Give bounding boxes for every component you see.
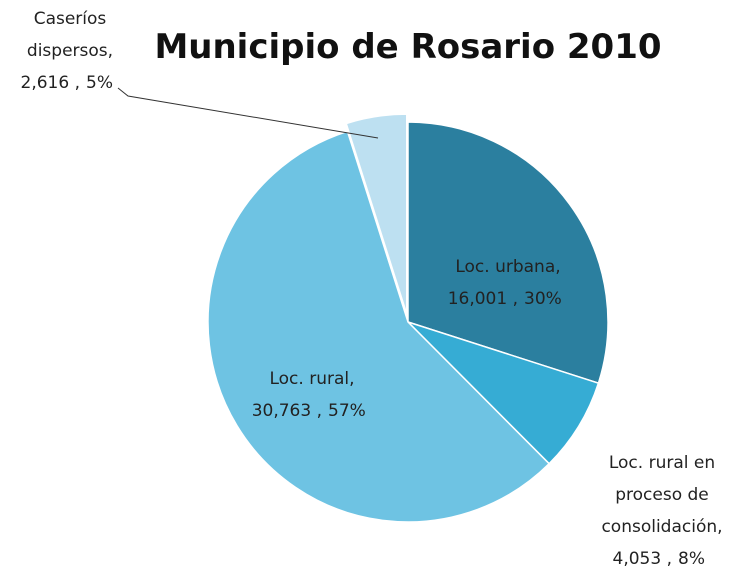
chart-title: Municipio de Rosario 2010 [154, 27, 661, 67]
data-label: Caseríos dispersos, 2,616 , 5% [21, 9, 114, 93]
percent-label: 8% [678, 549, 705, 569]
value-label: 4,053 , [613, 549, 672, 569]
data-label: Loc. rural en proceso de consolidación, 4,0… [601, 453, 722, 569]
value-label: 16,001 , [448, 289, 518, 309]
category-label: Loc. urbana, [455, 257, 560, 277]
category-label: Loc. rural, [269, 369, 354, 389]
percent-label: 5% [86, 73, 113, 93]
leader-line [117, 87, 379, 139]
category-label: Loc. rural en proceso de consolidación, [601, 453, 722, 537]
data-label: Loc. rural, 30,763 , 57% [252, 369, 366, 421]
data-label: Loc. urbana, 16,001 , 30% [448, 257, 562, 309]
pie-slice [407, 321, 600, 465]
value-label: 30,763 , [252, 401, 322, 421]
pie-slice [407, 121, 609, 385]
pie-slice [345, 113, 408, 315]
value-label: 2,616 , [21, 73, 80, 93]
category-label: Caseríos dispersos, [27, 9, 113, 61]
percent-label: 30% [524, 289, 562, 309]
percent-label: 57% [328, 401, 366, 421]
pie-slice [207, 130, 551, 523]
